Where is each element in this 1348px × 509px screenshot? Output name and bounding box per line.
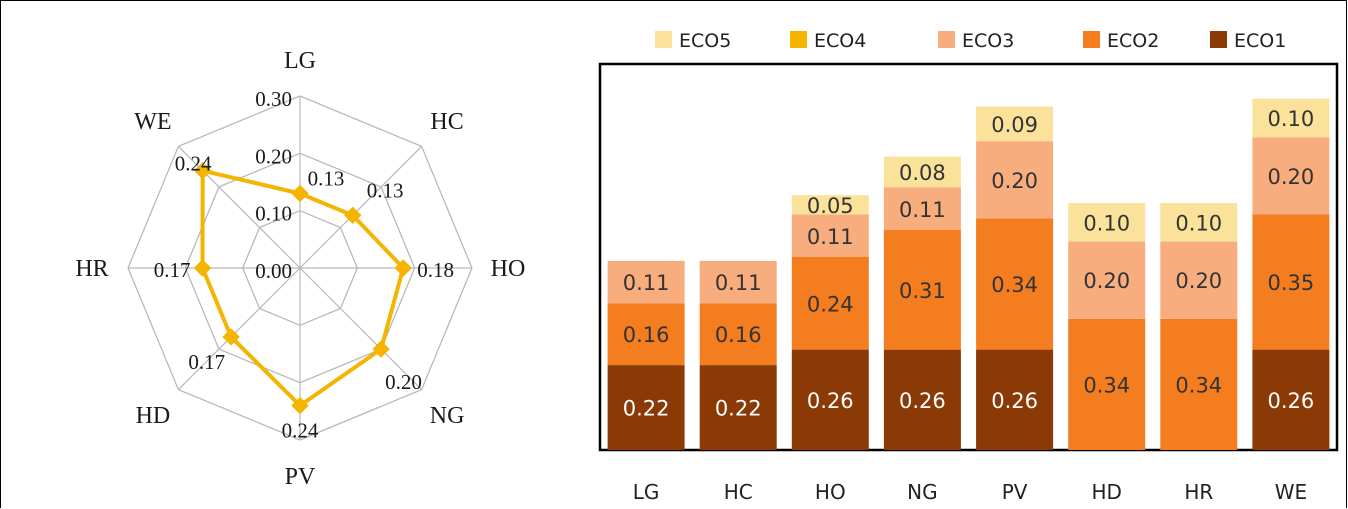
radar-value-label: 0.13 — [308, 167, 345, 191]
radar-tick-label: 0.10 — [255, 202, 292, 226]
radar-value-label: 0.17 — [154, 258, 191, 282]
radar-point — [222, 328, 240, 346]
radar-point — [343, 206, 362, 225]
radar-point — [193, 161, 212, 180]
radar-spoke — [299, 145, 423, 269]
radar-point — [291, 184, 309, 203]
radar-category-label: HR — [75, 256, 108, 282]
radar-value-label: 0.24 — [175, 152, 212, 176]
radar-value-label: 0.17 — [188, 350, 225, 374]
radar-category-label: HC — [430, 109, 463, 135]
radar-tick-label: 0.00 — [255, 259, 292, 283]
radar-value-label: 0.13 — [367, 178, 404, 202]
radar-point — [372, 340, 390, 358]
radar-value-label: 0.24 — [282, 419, 319, 443]
radar-tick-label: 0.30 — [255, 87, 292, 111]
radar-value-label: 0.20 — [385, 370, 422, 394]
radar-category-label: HO — [491, 256, 526, 282]
radar-point — [394, 259, 412, 277]
radar-tick-label: 0.20 — [255, 144, 292, 168]
radar-category-label: NG — [430, 403, 465, 429]
radar-point — [291, 396, 309, 415]
radar-category-label: PV — [285, 464, 316, 490]
radar-spoke — [177, 267, 301, 391]
radar-series-line — [200, 168, 406, 408]
radar-point — [193, 259, 212, 277]
radar-category-label: LG — [284, 48, 316, 74]
radar-spoke — [299, 267, 423, 391]
radar-category-label: WE — [134, 109, 171, 135]
radar-value-label: 0.18 — [417, 258, 454, 282]
radar-category-label: HD — [136, 403, 171, 429]
radar-chart: 0.00 0.10 0.20 0.30 LG HC HO NG PV HD HR WE 0.13 0.13… — [75, 48, 526, 490]
